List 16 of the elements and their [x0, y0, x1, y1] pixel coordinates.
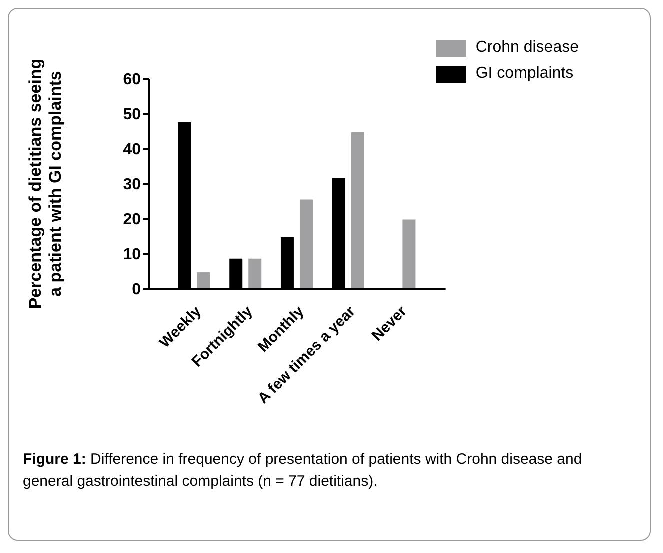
y-tick-label: 10 [123, 246, 142, 264]
y-tick-label: 60 [123, 72, 142, 89]
y-tick-label: 0 [132, 282, 142, 299]
bar [402, 220, 416, 289]
bar [351, 132, 364, 289]
legend-label: GI complaints [476, 65, 574, 83]
y-tick-label: 50 [123, 106, 142, 124]
y-axis-title: Percentage of dietitians seeing a patient with GI complaints [26, 58, 65, 310]
y-tick-label: 20 [123, 212, 142, 229]
bar [197, 272, 210, 289]
y-tick-label: 30 [123, 176, 142, 194]
bar [248, 258, 262, 289]
legend-label: Crohn disease [476, 39, 579, 57]
caption: Figure 1: Difference in frequency of presentation of patients with Crohn disease and general gastrointestinal complaints (n = 77 dietitians). [23, 450, 584, 492]
y-tick-label: 40 [123, 142, 142, 159]
bar [300, 200, 313, 289]
